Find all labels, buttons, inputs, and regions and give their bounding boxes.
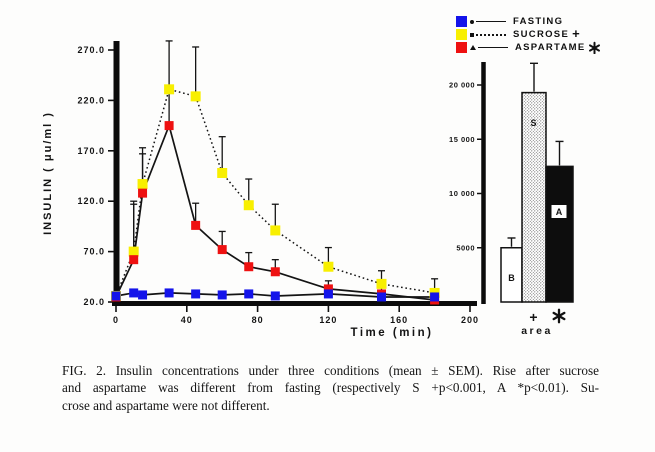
legend-item-sucrose: SUCROSE + bbox=[456, 26, 601, 41]
bar-s bbox=[521, 91, 547, 303]
legend-item-aspartame: ASPARTAME bbox=[456, 41, 601, 54]
fasting-color-swatch bbox=[456, 16, 467, 27]
y-axis-title: INSULIN ( μu/ml ) bbox=[42, 111, 54, 235]
inset-y-tick-label: 5000 bbox=[456, 243, 475, 252]
caption-line-1: FIG. 2. Insulin concentrations under thr… bbox=[62, 363, 599, 378]
x-tick-label: 80 bbox=[252, 315, 264, 325]
y-tick-label: 20.0 bbox=[83, 297, 105, 307]
x-axis-title: Time (min) bbox=[351, 327, 434, 339]
data-point-fasting bbox=[217, 290, 227, 300]
data-point-fasting bbox=[111, 291, 121, 301]
figure-caption: FIG. 2. Insulin concentrations under thr… bbox=[62, 362, 599, 414]
chart-legend: FASTING SUCROSE + ASPARTAME bbox=[456, 15, 601, 54]
inset-y-tick-label: 10 000 bbox=[449, 189, 475, 198]
data-point-fasting bbox=[377, 292, 386, 302]
data-point-sucrose bbox=[217, 167, 228, 178]
legend-label-fasting: FASTING bbox=[513, 16, 564, 27]
aspartame-color-swatch bbox=[456, 42, 467, 53]
asterisk-icon bbox=[589, 41, 601, 54]
bar-a bbox=[545, 165, 574, 303]
data-point-fasting bbox=[430, 292, 440, 302]
data-point-sucrose bbox=[323, 261, 334, 272]
data-point-fasting bbox=[244, 289, 254, 299]
insulin-line-chart: 270.0 220.0 170.0 120.0 70.0 20.0 0 40 80 120 160 2… bbox=[42, 40, 479, 339]
data-point-fasting bbox=[323, 289, 333, 299]
solid-line-sample bbox=[478, 47, 508, 48]
series-line-sucrose bbox=[115, 88, 435, 297]
data-point-fasting bbox=[164, 288, 174, 298]
asterisk-arm bbox=[589, 44, 601, 52]
triangle-marker-icon bbox=[470, 45, 476, 50]
data-point-aspartame bbox=[129, 255, 139, 265]
caption-line-2: and aspartame was different from fasting… bbox=[62, 380, 599, 396]
x-tick-label: 120 bbox=[319, 315, 337, 325]
y-tick-label: 120.0 bbox=[77, 196, 105, 206]
legend-label-aspartame: ASPARTAME bbox=[515, 42, 586, 53]
data-point-sucrose bbox=[243, 200, 254, 211]
y-tick-label: 170.0 bbox=[77, 146, 105, 156]
data-point-fasting bbox=[270, 291, 280, 301]
sucrose-color-swatch bbox=[456, 29, 467, 40]
asterisk-arm bbox=[552, 311, 566, 321]
x-tick-label: 200 bbox=[461, 315, 479, 325]
plus-icon: + bbox=[529, 309, 537, 325]
data-point-aspartame bbox=[191, 220, 201, 230]
plus-icon: + bbox=[572, 26, 580, 41]
circle-marker-icon bbox=[470, 19, 474, 24]
data-point-aspartame bbox=[270, 267, 280, 277]
square-marker-icon bbox=[470, 32, 474, 37]
data-point-sucrose bbox=[270, 225, 281, 236]
legend-label-sucrose: SUCROSE bbox=[513, 29, 570, 40]
inset-y-tick-label: 20 000 bbox=[449, 81, 475, 90]
caption-line-3: crose and aspartame were not different. bbox=[62, 397, 270, 413]
asterisk-icon bbox=[552, 308, 566, 324]
inset-y-tick-label: 15 000 bbox=[449, 135, 475, 144]
bar-label-s: S bbox=[530, 118, 536, 128]
bar-label-a: A bbox=[556, 207, 563, 217]
data-point-aspartame bbox=[244, 262, 254, 272]
data-point-aspartame bbox=[217, 245, 227, 255]
y-tick-label: 70.0 bbox=[83, 247, 105, 257]
x-tick-label: 0 bbox=[113, 315, 119, 325]
data-point-aspartame bbox=[323, 284, 333, 294]
data-point-sucrose bbox=[137, 179, 148, 190]
data-point-sucrose bbox=[376, 278, 387, 289]
inset-x-axis-title: area bbox=[521, 325, 553, 337]
data-point-sucrose bbox=[128, 246, 139, 257]
dotted-line-sample bbox=[476, 33, 506, 36]
data-point-fasting bbox=[129, 288, 139, 298]
data-point-fasting bbox=[138, 290, 148, 300]
area-bar-chart-inset: 5000 10 000 15 000 20 000 B S A +area bbox=[449, 62, 574, 337]
y-tick-label: 270.0 bbox=[77, 45, 105, 55]
legend-item-fasting: FASTING bbox=[456, 15, 601, 28]
bar-label-b: B bbox=[508, 273, 515, 283]
data-point-fasting bbox=[191, 289, 201, 299]
bar-label-box bbox=[551, 205, 567, 218]
solid-line-sample bbox=[476, 21, 506, 22]
data-point-sucrose bbox=[190, 91, 201, 102]
data-point-sucrose bbox=[164, 84, 175, 95]
figure-2-chart: 270.0 220.0 170.0 120.0 70.0 20.0 0 40 80 120 160 2… bbox=[42, 40, 574, 339]
y-tick-label: 220.0 bbox=[77, 95, 105, 105]
x-tick-label: 40 bbox=[181, 315, 193, 325]
x-tick-label: 160 bbox=[390, 315, 408, 325]
data-point-aspartame bbox=[164, 121, 174, 131]
data-point-aspartame bbox=[138, 188, 148, 198]
asterisk-icon bbox=[589, 41, 601, 54]
